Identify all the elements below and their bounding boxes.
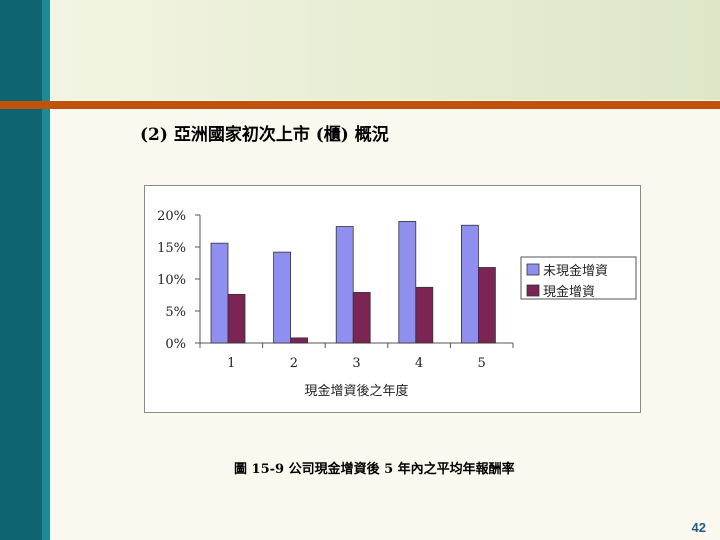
x-tick-label: 2 <box>290 356 298 371</box>
bar-no-cash-increase <box>460 224 479 344</box>
legend-swatch <box>526 263 540 276</box>
chart-frame: 0% 5% 10% 15% 20% 1 2 3 4 5 現金增資後之年度 未現金增資現金增資 <box>144 185 641 413</box>
x-tick-label: 3 <box>352 356 360 371</box>
y-tick-label: 0% <box>165 337 186 352</box>
y-tick-label: 10% <box>157 273 186 288</box>
x-tick-label: 5 <box>478 356 486 371</box>
legend-swatch <box>526 284 540 297</box>
header-rule <box>0 101 720 109</box>
page-number: 42 <box>691 520 706 535</box>
bar-cash-increase <box>415 286 434 344</box>
bar-cash-increase <box>290 337 309 344</box>
legend-label: 現金增資 <box>543 284 595 300</box>
y-tick-label: 20% <box>157 209 186 224</box>
legend-label: 未現金增資 <box>543 263 608 279</box>
x-tick-label: 1 <box>227 356 235 371</box>
left-accent-stripe <box>42 0 50 540</box>
bar-no-cash-increase <box>335 226 354 344</box>
x-axis-title: 現金增資後之年度 <box>304 383 408 399</box>
bar-no-cash-increase <box>210 242 229 344</box>
header-band <box>50 0 720 100</box>
bar-no-cash-increase <box>273 251 292 344</box>
bar-cash-increase <box>352 292 371 344</box>
bar-cash-increase <box>227 293 246 344</box>
left-accent-bar <box>0 0 42 540</box>
slide-title: (2) 亞洲國家初次上市 (櫃) 概況 <box>140 125 389 145</box>
y-tick-label: 15% <box>157 241 186 256</box>
figure-caption: 圖 15-9 公司現金增資後 5 年內之平均年報酬率 <box>234 462 515 477</box>
bar-cash-increase <box>477 267 496 344</box>
y-tick-label: 5% <box>165 305 186 320</box>
x-tick-label: 4 <box>415 356 423 371</box>
legend-box <box>520 256 637 300</box>
bar-no-cash-increase <box>398 221 417 344</box>
